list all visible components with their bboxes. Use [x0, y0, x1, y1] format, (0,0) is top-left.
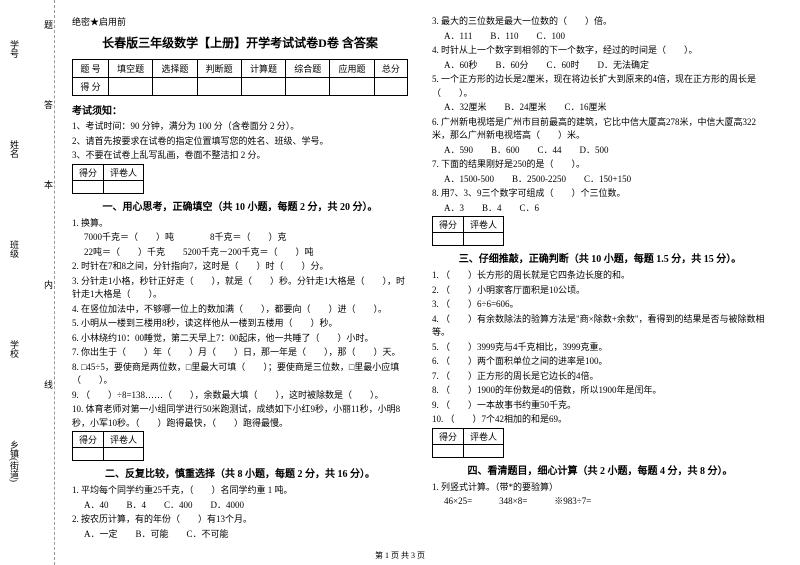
binding-field: 姓名: [8, 140, 21, 158]
grader-table: 得分评卷人: [72, 431, 144, 461]
binding-field: 学校: [8, 340, 21, 358]
q: 8. □45÷5，要使商是两位数，□里最大可填（ ）；要使商是三位数，□里最小应…: [72, 361, 408, 388]
right-column: 3. 最大的三位数是最大一位数的（ ）倍。 A．111 B．110 C．100 …: [420, 15, 780, 555]
q: 4. 在竖位加法中，不够哪一位上的数加满（ ），都要向（ ）进（ ）。: [72, 303, 408, 317]
q: 10. （ ）7个42相加的和是69。: [432, 413, 768, 427]
q: 8. （ ）1900的年份数是4的倍数，所以1900年是闰年。: [432, 384, 768, 398]
q: 10. 体育老师对第一小组同学进行50米跑测试，成绩如下小红9秒，小丽11秒，小…: [72, 403, 408, 430]
section-3-title: 三、仔细推敲，正确判断（共 10 小题，每题 1.5 分，共 15 分）。: [432, 250, 768, 265]
th: 应用题: [330, 60, 374, 78]
q: 7. （ ）正方形的周长是它边长的4倍。: [432, 370, 768, 384]
q: 6. （ ）两个面积单位之间的进率是100。: [432, 355, 768, 369]
left-column: 绝密★启用前 长春版三年级数学【上册】开学考试试卷D卷 含答案 题 号 填空题 …: [60, 15, 420, 555]
notice-title: 考试须知：: [72, 102, 408, 117]
td: 得 分: [73, 78, 109, 96]
th: 填空题: [108, 60, 152, 78]
q: 3. 最大的三位数是最大一位数的（ ）倍。: [432, 15, 768, 29]
grader-table: 得分评卷人: [72, 164, 144, 194]
section-1-title: 一、用心思考，正确填空（共 10 小题，每题 2 分，共 20 分）。: [72, 198, 408, 213]
q: 3. （ ）6÷6=606。: [432, 298, 768, 312]
grader-table: 得分评卷人: [432, 428, 504, 458]
opts: A．40 B．4 C．400 D．4000: [72, 499, 408, 513]
q: 5. 一个正方形的边长是2厘米，现在将边长扩大到原来的4倍，现在正方形的周长是（…: [432, 73, 768, 100]
q: 2. 时针在7和8之间，分针指向7，这时是（ ）时（ ）分。: [72, 260, 408, 274]
q: 1. （ ）长方形的周长就是它四条边长度的和。: [432, 269, 768, 283]
secret-label: 绝密★启用前: [72, 15, 408, 28]
binding-margin: 题 答 本 内 线 学号 姓名 班级 学校 乡镇(街道): [0, 0, 55, 565]
th: 计算题: [241, 60, 285, 78]
q: 7. 你出生于（ ）年（ ）月（ ）日，那一年是（ ），那（ ）天。: [72, 346, 408, 360]
opts: A．1500-500 B．2500-2250 C．150+150: [432, 173, 768, 187]
notice-item: 1、考试时间：90 分钟，满分为 100 分（含卷面分 2 分）。: [72, 120, 408, 134]
score-table: 题 号 填空题 选择题 判断题 计算题 综合题 应用题 总分 得 分: [72, 59, 408, 96]
binding-label: 答: [42, 100, 55, 109]
opts: A．32厘米 B．24厘米 C．16厘米: [432, 101, 768, 115]
page-container: 绝密★启用前 长春版三年级数学【上册】开学考试试卷D卷 含答案 题 号 填空题 …: [0, 0, 800, 565]
binding-label: 线: [42, 380, 55, 389]
th: 综合题: [286, 60, 330, 78]
opts: A．一定 B．可能 C．不可能: [72, 528, 408, 542]
q: 2. 按农历计算，有的年份（ ）有13个月。: [72, 513, 408, 527]
th: 判断题: [197, 60, 241, 78]
section-2-title: 二、反复比较，慎重选择（共 8 小题，每题 2 分，共 16 分）。: [72, 465, 408, 480]
page-title: 长春版三年级数学【上册】开学考试试卷D卷 含答案: [72, 34, 408, 51]
opts: A．111 B．110 C．100: [432, 30, 768, 44]
q: 1. 列竖式计算。（带*的要验算）: [432, 481, 768, 495]
q: 2. （ ）小明家客厅面积是10公顷。: [432, 284, 768, 298]
td: [108, 78, 152, 96]
q: 5. 小明从一楼到三楼用8秒，读这样他从一楼到五楼用（ ）秒。: [72, 317, 408, 331]
opts: A．3 B．4 C．6: [432, 202, 768, 216]
binding-label: 本: [42, 180, 55, 189]
grader-table: 得分评卷人: [432, 216, 504, 246]
opts: A．60秒 B．60分 C．60时 D．无法确定: [432, 59, 768, 73]
opts: A．590 B．600 C．44 D．500: [432, 144, 768, 158]
th: 总分: [374, 60, 407, 78]
q: 1. 换算。: [72, 217, 408, 231]
q: 7. 下面的结果刚好是250的是（ ）。: [432, 158, 768, 172]
binding-field: 学号: [8, 40, 21, 58]
q: 9. （ ）一本故事书约重50千克。: [432, 399, 768, 413]
th: 题 号: [73, 60, 109, 78]
notice-item: 2、请首先按要求在试卷的指定位置填写您的姓名、班级、学号。: [72, 135, 408, 149]
q: 8. 用7、3、9三个数字可组成（ ）个三位数。: [432, 187, 768, 201]
q: 7000千克＝（ ）吨 8千克＝（ ）克: [72, 231, 408, 245]
binding-label: 题: [42, 20, 55, 29]
q: 4. （ ）有余数除法的验算方法是"商×除数+余数"，看得到的结果是否与被除数相…: [432, 313, 768, 340]
q: 46×25= 348×8= ※983÷7=: [432, 495, 768, 509]
q: 22吨＝（ ）千克 5200千克－200千克＝（ ）吨: [72, 246, 408, 260]
q: 1. 平均每个同学约重25千克，（ ）名同学约重 1 吨。: [72, 484, 408, 498]
q: 3. 分针走1小格，秒针正好走（ ），就是（ ）秒。分针走1大格是（ ），时针走…: [72, 275, 408, 302]
q: 6. 广州新电视塔是广州市目前最高的建筑，它比中信大厦高278米，中信大厦高32…: [432, 116, 768, 143]
notice-item: 3、不要在试卷上乱写乱画，卷面不整洁扣 2 分。: [72, 149, 408, 163]
binding-label: 内: [42, 280, 55, 289]
page-footer: 第 1 页 共 3 页: [375, 550, 425, 561]
binding-field: 班级: [8, 240, 21, 258]
q: 9. （ ）÷8=138……（ ），余数最大填（ ），这时被除数是（ ）。: [72, 389, 408, 403]
q: 5. （ ）3999克与4千克相比，3999克重。: [432, 341, 768, 355]
q: 4. 时针从上一个数字到相邻的下一个数字，经过的时间是（ ）。: [432, 44, 768, 58]
binding-field: 乡镇(街道): [8, 440, 21, 482]
th: 选择题: [153, 60, 197, 78]
section-4-title: 四、看清题目，细心计算（共 2 小题，每题 4 分，共 8 分）。: [432, 462, 768, 477]
q: 6. 小林绕约10：00睡觉，第二天早上7：00起床，他一共睡了（ ）小时。: [72, 332, 408, 346]
